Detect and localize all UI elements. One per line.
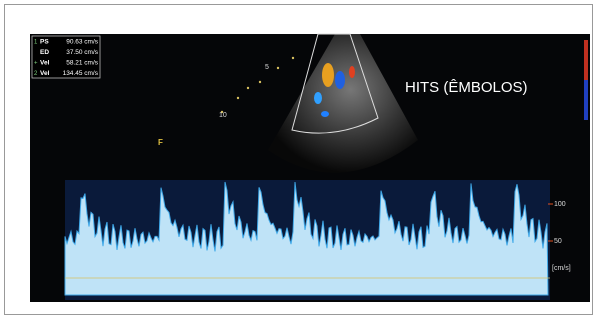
depth-mark: 10 [219, 112, 227, 119]
measurement-label: Vel [40, 60, 50, 67]
scale-label: 100 [554, 201, 566, 208]
focus-label: F [158, 138, 163, 147]
scale-label: 50 [554, 238, 562, 245]
depth-mark: 5 [265, 64, 269, 71]
measurement-marker: + [34, 61, 38, 67]
color-bar [584, 40, 588, 80]
measurement-value: 37.50 cm/s [66, 49, 99, 56]
measurement-label: ED [40, 49, 49, 56]
measurement-value: 90.63 cm/s [66, 39, 99, 46]
screenshot: 5 10 F HITS (ÊMBOLOS) 1PS90.63 cm/sED37.… [0, 0, 598, 320]
measurement-value: 134.45 cm/s [63, 70, 99, 77]
measurement-value: 58.21 cm/s [66, 60, 99, 67]
color-bar [584, 80, 588, 120]
annotation: HITS (ÊMBOLOS) [405, 79, 528, 96]
scale-unit: [cm/s] [552, 265, 571, 272]
measurement-label: Vel [40, 70, 50, 77]
measurement-label: PS [40, 39, 49, 46]
